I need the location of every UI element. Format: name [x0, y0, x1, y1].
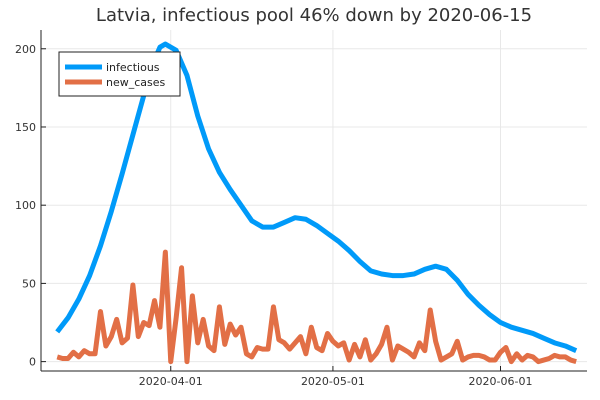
legend-label-infectious: infectious [106, 61, 160, 74]
x-tick-label: 2020-06-01 [469, 375, 533, 388]
y-tick-label: 50 [22, 277, 36, 290]
axes: 0 50 100 150 200 2020-04-01 2020-05-01 2020-06-… [15, 30, 587, 388]
y-tick-label: 0 [29, 356, 36, 369]
y-tick-label: 100 [15, 199, 36, 212]
series-line-new-cases [56, 249, 577, 365]
x-tick-label: 2020-04-01 [139, 375, 203, 388]
y-tick-label: 200 [15, 43, 36, 56]
legend-label-new-cases: new_cases [106, 76, 166, 89]
y-tick-label: 150 [15, 121, 36, 134]
chart-title: Latvia, infectious pool 46% down by 2020… [96, 5, 532, 26]
x-tick-label: 2020-05-01 [301, 375, 365, 388]
legend-box [58, 51, 181, 97]
legend: infectious new_cases [58, 51, 181, 97]
